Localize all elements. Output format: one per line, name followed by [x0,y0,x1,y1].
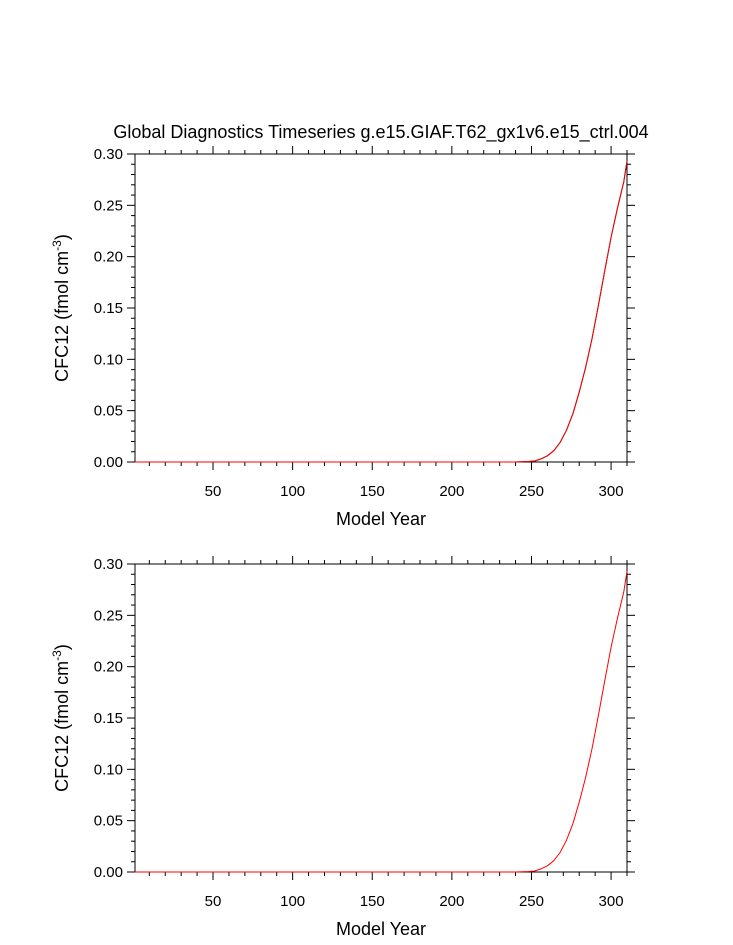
series-line-1 [135,161,628,463]
y-axis-label: CFC12 (fmol cm-3) [50,644,72,792]
y-tick-label: 0.30 [94,556,123,573]
plot-frame [134,563,628,873]
y-tick-label: 0.10 [94,351,123,368]
x-tick-label: 150 [360,483,385,500]
plot-frame [134,153,628,463]
x-tick-label: 250 [519,483,544,500]
y-axis-label-close: ) [52,234,72,240]
x-tick-label: 50 [205,893,222,910]
x-tick-label: 50 [205,483,222,500]
y-tick-label: 0.20 [94,249,123,266]
y-axis-label-sup: -3 [50,240,64,251]
y-axis-label-close: ) [52,644,72,650]
x-tick-label: 100 [280,893,305,910]
y-tick-label: 0.15 [94,300,123,317]
y-axis-label-main: CFC12 (fmol cm [52,251,72,382]
x-tick-label: 300 [599,483,624,500]
y-axis-label-main: CFC12 (fmol cm [52,661,72,792]
y-tick-label: 0.05 [94,403,123,420]
y-axis-label-sup: -3 [50,650,64,661]
chart-panel-2: 50 100 150 200 250 300 0.00 0.05 0.10 0.15 0.20 0.2… [50,556,635,939]
y-tick-label: 0.30 [94,146,123,163]
chart-panel-1: 50 100 150 200 250 300 0.00 0.05 0.10 0.15 0.20 0.2… [50,122,649,529]
series-line-1 [135,571,628,873]
x-tick-label: 100 [280,483,305,500]
x-tick-label: 300 [599,893,624,910]
x-tick-label: 200 [439,483,464,500]
y-tick-label: 0.00 [94,864,123,881]
x-axis-label: Model Year [336,509,426,529]
x-tick-label: 150 [360,893,385,910]
y-tick-label: 0.25 [94,197,123,214]
y-tick-label: 0.15 [94,710,123,727]
y-tick-label: 0.20 [94,659,123,676]
x-tick-label: 250 [519,893,544,910]
y-axis-label: CFC12 (fmol cm-3) [50,234,72,382]
y-tick-label: 0.00 [94,454,123,471]
series-line-2 [135,161,628,463]
y-tick-label: 0.05 [94,813,123,830]
chart-title: Global Diagnostics Timeseries g.e15.GIAF… [113,122,648,143]
x-tick-label: 200 [439,893,464,910]
x-axis-label: Model Year [336,919,426,939]
y-tick-label: 0.25 [94,607,123,624]
y-tick-label: 0.10 [94,761,123,778]
